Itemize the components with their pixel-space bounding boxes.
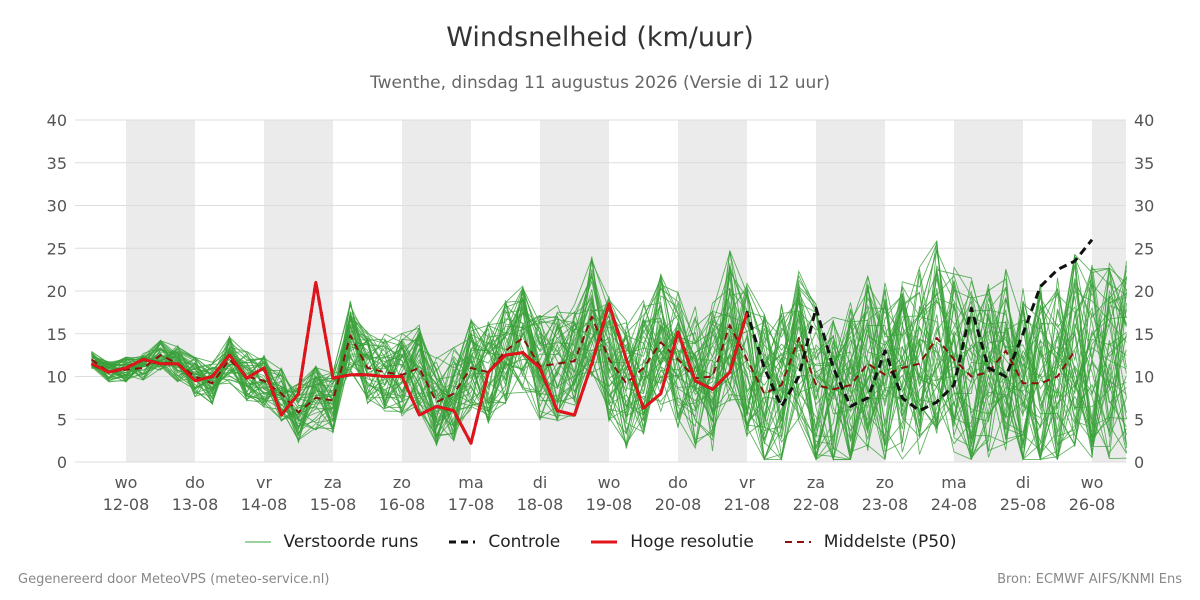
y-tick-right-20: 20	[1134, 282, 1154, 301]
legend-swatch-hires	[591, 540, 618, 544]
y-tick-right-5: 5	[1134, 410, 1144, 429]
y-tick-right-35: 35	[1134, 154, 1154, 173]
chart-subtitle: Twenthe, dinsdag 11 augustus 2026 (Versi…	[370, 73, 830, 93]
x-tick-day-12: ma	[941, 473, 966, 492]
x-tick-date-0: 12-08	[103, 495, 150, 514]
x-tick-day-5: ma	[458, 473, 483, 492]
legend-swatch-control	[449, 540, 476, 544]
x-tick-day-9: vr	[739, 473, 755, 492]
y-tick-left-20: 20	[47, 282, 67, 301]
y-tick-left-30: 30	[47, 197, 67, 216]
y-tick-left-15: 15	[47, 325, 67, 344]
y-tick-left-10: 10	[47, 368, 67, 387]
legend-item-hires[interactable]: Hoge resolutie	[590, 532, 754, 552]
x-tick-date-6: 18-08	[517, 495, 564, 514]
x-tick-day-3: za	[324, 473, 342, 492]
median-series-line	[90, 315, 1076, 414]
ensemble-line-31	[91, 255, 1127, 441]
y-axis-right: 0 5 10 15 20 25 30 35 40	[1134, 111, 1154, 472]
x-tick-day-8: do	[668, 473, 688, 492]
legend-item-control[interactable]: Controle	[448, 532, 560, 552]
x-tick-date-11: 23-08	[862, 495, 909, 514]
y-tick-left-40: 40	[47, 111, 67, 130]
x-tick-day-6: di	[533, 473, 548, 492]
ensemble-line-39	[91, 261, 1127, 461]
ensemble-line-38	[91, 241, 1127, 448]
chart-title: Windsnelheid (km/uur)	[446, 22, 754, 53]
x-tick-day-13: di	[1016, 473, 1031, 492]
x-tick-date-8: 20-08	[655, 495, 702, 514]
legend-label-control: Controle	[488, 532, 561, 552]
y-tick-right-25: 25	[1134, 239, 1154, 258]
ensemble-line-50	[91, 286, 1127, 460]
y-axis-left: 0 5 10 15 20 25 30 35 40	[47, 111, 67, 472]
main-series	[90, 238, 1094, 445]
legend-swatch-ensemble	[244, 541, 271, 543]
x-tick-day-0: wo	[115, 473, 138, 492]
x-tick-day-4: zo	[393, 473, 411, 492]
footer-generator: Gegenereerd door MeteoVPS (meteo-service…	[18, 572, 330, 587]
y-tick-left-35: 35	[47, 154, 67, 173]
hires-series-line	[90, 280, 749, 445]
y-tick-right-40: 40	[1134, 111, 1154, 130]
x-tick-date-12: 24-08	[931, 495, 978, 514]
x-tick-date-1: 13-08	[172, 495, 219, 514]
x-tick-date-10: 22-08	[793, 495, 840, 514]
y-tick-right-10: 10	[1134, 368, 1154, 387]
x-tick-date-7: 19-08	[586, 495, 633, 514]
x-tick-date-13: 25-08	[1000, 495, 1047, 514]
y-tick-right-15: 15	[1134, 325, 1154, 344]
legend-label-median: Middelste (P50)	[823, 532, 957, 552]
x-tick-day-10: za	[807, 473, 825, 492]
ensemble-line-17	[91, 256, 1127, 460]
x-tick-date-5: 17-08	[448, 495, 495, 514]
legend-swatch-median	[784, 541, 811, 543]
legend-item-median[interactable]: Middelste (P50)	[784, 532, 957, 552]
x-tick-day-2: vr	[256, 473, 272, 492]
x-tick-day-14: wo	[1081, 473, 1104, 492]
ensemble-line-13	[91, 258, 1127, 461]
ensemble-line-24	[91, 243, 1127, 448]
x-tick-date-2: 14-08	[241, 495, 288, 514]
x-tick-day-1: do	[185, 473, 205, 492]
ensemble-line-27	[91, 286, 1127, 460]
ensemble-line-41	[91, 287, 1127, 460]
y-tick-left-25: 25	[47, 239, 67, 258]
y-tick-left-0: 0	[57, 453, 67, 472]
x-tick-date-9: 21-08	[724, 495, 771, 514]
ensemble-line-48	[91, 285, 1127, 446]
x-axis: wo 12-08 do 13-08 vr 14-08 za 15-08 zo 16-08 ma 17-…	[103, 473, 1116, 514]
legend-label-ensemble: Verstoorde runs	[283, 532, 419, 552]
legend-item-ensemble[interactable]: Verstoorde runs	[244, 532, 419, 552]
x-tick-date-4: 16-08	[379, 495, 426, 514]
ensemble-line-44	[91, 259, 1127, 440]
ensemble-line-49	[91, 268, 1127, 461]
legend: Verstoorde runs Controle Hoge resolutie …	[0, 530, 1200, 554]
y-tick-right-30: 30	[1134, 197, 1154, 216]
x-tick-date-14: 26-08	[1069, 495, 1116, 514]
ensemble-line-46	[91, 256, 1127, 460]
y-tick-right-0: 0	[1134, 453, 1144, 472]
x-tick-day-7: wo	[598, 473, 621, 492]
x-tick-date-3: 15-08	[310, 495, 357, 514]
ensemble-line-47	[91, 250, 1127, 461]
x-tick-day-11: zo	[876, 473, 894, 492]
footer-source: Bron: ECMWF AIFS/KNMI Ens	[997, 572, 1182, 587]
y-tick-left-5: 5	[57, 410, 67, 429]
legend-label-hires: Hoge resolutie	[630, 532, 754, 552]
